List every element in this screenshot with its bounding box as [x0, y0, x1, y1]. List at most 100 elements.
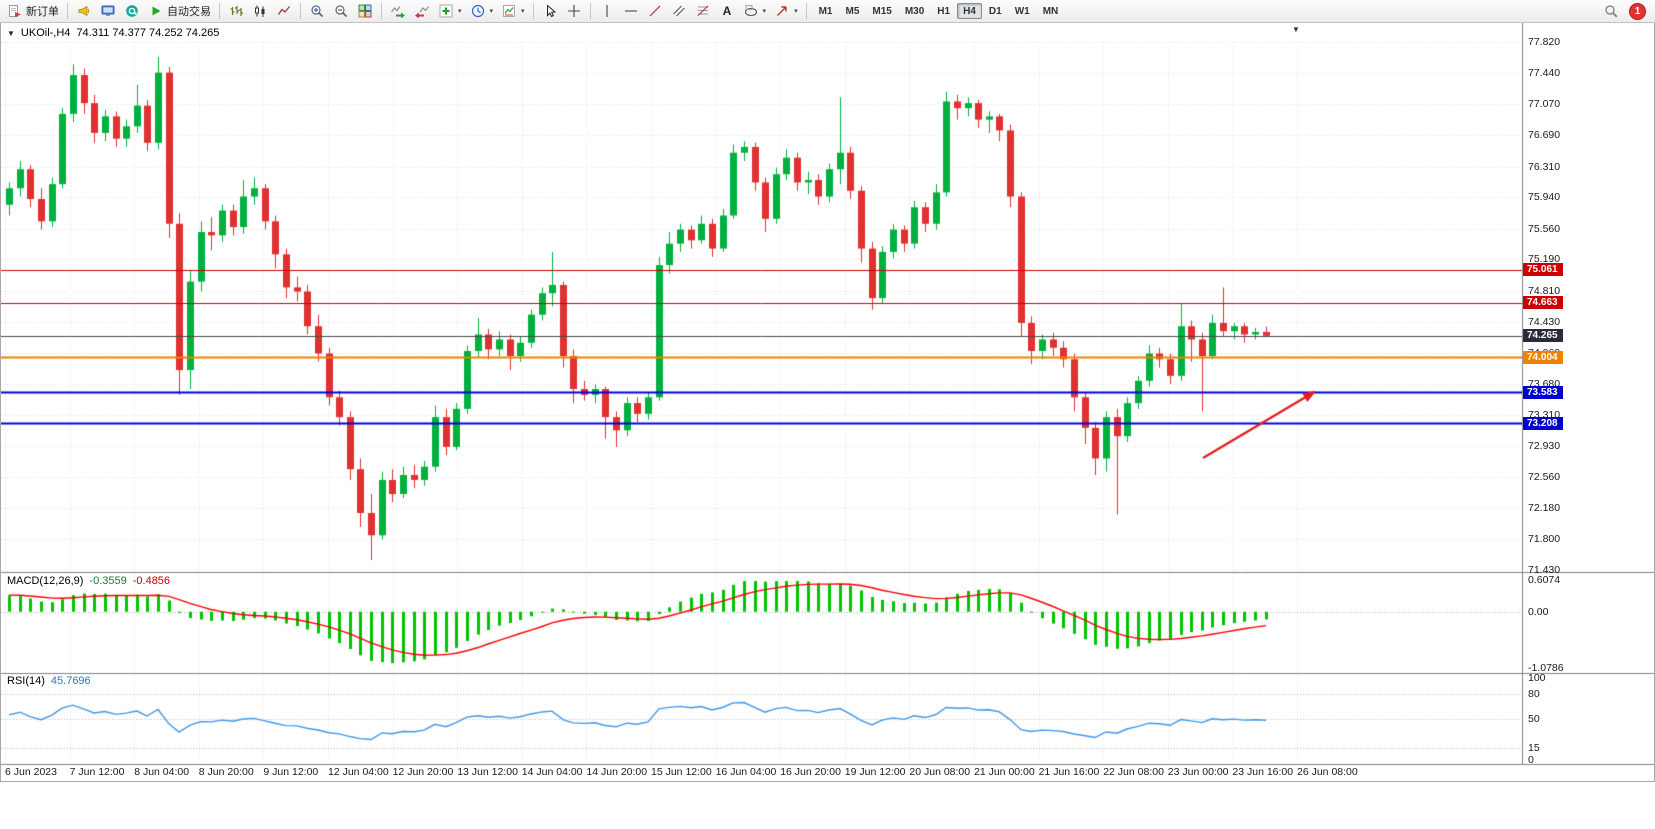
price-axis-label: 75.940: [1528, 191, 1561, 204]
zoom-out-button[interactable]: [329, 1, 353, 21]
collapse-triangle-icon: ▼: [7, 28, 15, 38]
macd-axis-label: 0.6074: [1528, 574, 1561, 586]
timeframe-M30-button[interactable]: M30: [899, 3, 930, 19]
timeframe-H4-button[interactable]: H4: [957, 3, 982, 19]
channel-button[interactable]: [667, 1, 691, 21]
crosshair-button[interactable]: [562, 1, 586, 21]
community-button[interactable]: [120, 1, 144, 21]
trendline-button[interactable]: [643, 1, 667, 21]
candle-chart-button[interactable]: [248, 1, 272, 21]
fibonacci-button[interactable]: [691, 1, 715, 21]
rsi-axis-label: 15: [1528, 741, 1540, 754]
dropdown-caret-icon: ▾: [521, 8, 525, 15]
time-axis-label: 15 Jun 12:00: [651, 766, 712, 778]
macd-name: MACD(12,26,9): [7, 575, 84, 587]
community-icon: [124, 3, 140, 19]
channel-icon: [671, 3, 687, 19]
time-axis-label: 8 Jun 04:00: [134, 766, 190, 778]
horizontal-line-button[interactable]: [619, 1, 643, 21]
templates-button[interactable]: ▾: [497, 1, 529, 21]
dropdown-caret-icon: ▾: [762, 8, 767, 15]
autotrading-icon: [148, 3, 164, 19]
chart-shift-button[interactable]: [410, 1, 434, 21]
rsi-axis-label: 50: [1528, 713, 1540, 725]
timeframe-group: M1 M5 M15 M30 H1 H4 D1 W1 MN: [813, 3, 1065, 19]
arrows-button[interactable]: ▾: [770, 1, 802, 21]
chart-symbol-period: UKOil-,H4: [20, 27, 71, 39]
new-order-label: 新订单: [26, 6, 59, 18]
search-button[interactable]: [1599, 1, 1623, 21]
time-axis-label: 6 Jun 2023: [5, 766, 57, 778]
text-icon: A: [719, 3, 735, 19]
time-axis-label: 21 Jun 16:00: [1038, 766, 1100, 778]
rsi-name: RSI(14): [7, 675, 45, 687]
time-axis-label: 16 Jun 20:00: [780, 766, 841, 778]
auto-scroll-button[interactable]: [386, 1, 410, 21]
toolbar-separator: [532, 3, 534, 19]
shapes-button[interactable]: ▾: [739, 1, 771, 21]
time-axis-label: 23 Jun 16:00: [1232, 766, 1294, 778]
autotrading-button[interactable]: 自动交易: [144, 1, 215, 21]
time-axis-label: 26 Jun 08:00: [1297, 766, 1358, 778]
time-axis-label: 14 Jun 04:00: [521, 766, 583, 778]
text-button[interactable]: A: [715, 1, 739, 21]
main-toolbar: 新订单 自动交易 ▾ ▾ ▾ A ▾ ▾ M1 M5 M15 M30 H1 H4 D1 W1 MN 1: [0, 0, 1655, 23]
time-axis-label: 20 Jun 08:00: [909, 766, 971, 778]
time-axis-label: 7 Jun 12:00: [69, 766, 125, 778]
line-chart-button[interactable]: [272, 1, 296, 21]
dropdown-caret-icon: ▾: [489, 8, 494, 15]
cursor-button[interactable]: [538, 1, 562, 21]
price-tag: 75.061: [1523, 263, 1563, 277]
notification-badge[interactable]: 1: [1629, 2, 1646, 20]
time-axis-label: 21 Jun 00:00: [974, 766, 1035, 778]
timeframe-M15-button[interactable]: M15: [866, 3, 897, 19]
macd-indicator-label: MACD(12,26,9) -0.3559 -0.4856: [7, 575, 170, 587]
price-tag: 73.208: [1523, 416, 1563, 430]
toolbar-separator: [805, 3, 807, 19]
rsi-value: 45.7696: [50, 675, 91, 687]
indicators-icon: [438, 3, 454, 19]
bar-chart-button[interactable]: [224, 1, 248, 21]
market-watch-button[interactable]: [96, 1, 120, 21]
price-axis-label: 76.690: [1528, 129, 1561, 142]
price-axis-label: 77.440: [1528, 67, 1561, 80]
megaphone-icon: [76, 3, 92, 19]
timeframe-D1-button[interactable]: D1: [983, 3, 1008, 19]
new-order-button[interactable]: 新订单: [3, 1, 63, 21]
vline-icon: [599, 3, 615, 19]
price-axis-label: 71.430: [1528, 564, 1561, 576]
vertical-line-button[interactable]: [595, 1, 619, 21]
rsi-indicator-label: RSI(14) 45.7696: [7, 675, 91, 687]
time-axis-label: 22 Jun 08:00: [1103, 766, 1164, 778]
tile-windows-button[interactable]: [353, 1, 377, 21]
timeframe-M1-button[interactable]: M1: [813, 3, 839, 19]
megaphone-button[interactable]: [72, 1, 96, 21]
price-axis-label: 72.180: [1528, 502, 1561, 515]
time-axis-label: 19 Jun 12:00: [844, 766, 906, 778]
zoom-in-button[interactable]: [305, 1, 329, 21]
price-tag: 74.663: [1523, 296, 1563, 310]
price-axis-label: 72.560: [1528, 470, 1561, 483]
dropdown-caret-icon: ▾: [794, 8, 798, 15]
chart-canvas[interactable]: [1, 23, 1654, 781]
timeframe-M5-button[interactable]: M5: [839, 3, 865, 19]
time-axis-label: 13 Jun 12:00: [457, 766, 518, 778]
dropdown-caret-icon: ▾: [458, 8, 462, 15]
timeframe-W1-button[interactable]: W1: [1009, 3, 1036, 19]
macd-axis-label: 0.00: [1528, 605, 1549, 618]
chart-shift-icon: [414, 3, 430, 19]
trendline-icon: [647, 3, 663, 19]
rsi-axis-label: 100: [1528, 672, 1546, 684]
macd-main-value: -0.3559: [89, 575, 127, 587]
candle-chart-icon: [252, 3, 268, 19]
timeframe-MN-button[interactable]: MN: [1037, 3, 1065, 19]
timeframe-H1-button[interactable]: H1: [931, 3, 956, 19]
indicators-button[interactable]: ▾: [434, 1, 466, 21]
rsi-axis-label: 0: [1528, 754, 1534, 766]
hline-icon: [623, 3, 639, 19]
periods-button[interactable]: ▾: [466, 1, 498, 21]
time-axis-label: 23 Jun 00:00: [1167, 766, 1229, 778]
macd-signal-value: -0.4856: [132, 575, 171, 587]
price-axis-label: 75.560: [1528, 222, 1561, 235]
